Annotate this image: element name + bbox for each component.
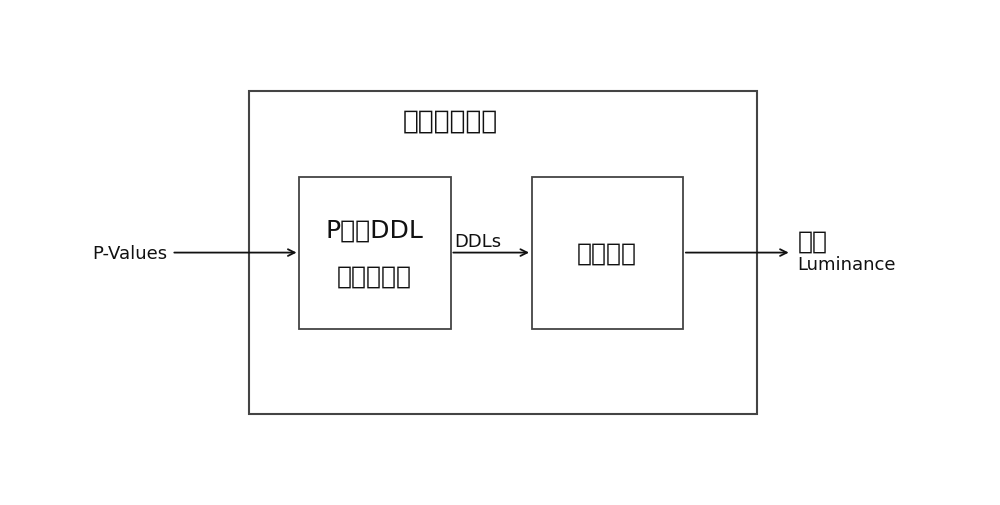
Text: P値到DDL: P値到DDL [326,218,423,242]
Bar [532,177,683,329]
Text: DDLs: DDLs [454,232,501,250]
Text: 标准显示系统: 标准显示系统 [403,108,498,134]
Text: P-Values: P-Values [92,244,168,262]
Text: 的转换单元: 的转换单元 [337,265,412,288]
Text: 显示单元: 显示单元 [577,241,637,265]
Text: Luminance: Luminance [798,256,896,274]
Text: 亮度: 亮度 [798,229,828,254]
Bar [299,177,450,329]
Bar [249,92,757,415]
